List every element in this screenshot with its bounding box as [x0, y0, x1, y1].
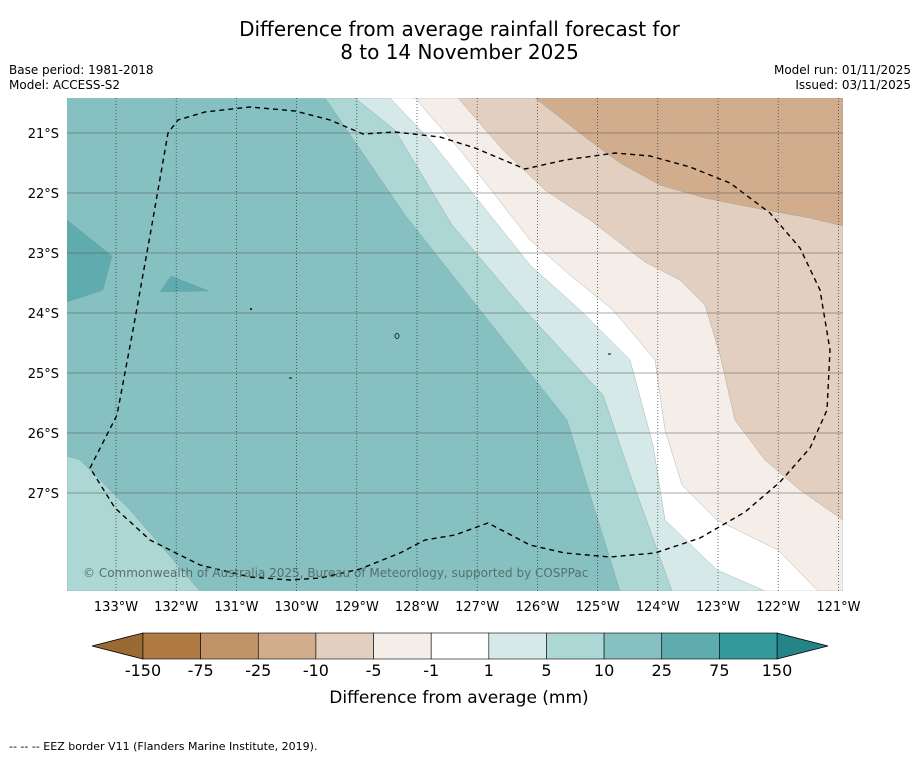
longitude-tick-label: 133°W: [94, 600, 138, 615]
latitude-tick-label: 23°S: [28, 247, 59, 262]
title-line-2: 8 to 14 November 2025: [340, 40, 579, 64]
colorbar-tick-label: -5: [366, 661, 382, 680]
colorbar-swatch: [257, 632, 317, 660]
longitude-labels: 133°W 132°W 131°W 130°W 129°W 128°W 127°W 126°W…: [94, 600, 861, 615]
colorbar-tick-label: 25: [652, 661, 672, 680]
eez-border-line: [89, 106, 831, 581]
colorbar-swatch: [142, 632, 201, 660]
longitude-tick-label: 129°W: [335, 600, 379, 615]
island-dot: [250, 308, 252, 310]
longitude-tick-label: 123°W: [696, 600, 740, 615]
meta-right: Model run: 01/11/2025 Issued: 03/11/2025: [774, 63, 911, 93]
graticule: [67, 98, 843, 591]
colorbar-label: Difference from average (mm): [329, 688, 588, 708]
base-period-text: Base period: 1981-2018: [9, 63, 154, 77]
colorbar-tick-label: 10: [594, 661, 614, 680]
colorbar-swatch: [661, 632, 720, 660]
colorbar-swatch: [430, 632, 490, 660]
colorbar-tick-label: -1: [423, 661, 439, 680]
longitude-tick-label: 121°W: [816, 600, 860, 615]
colorbar-swatch: [546, 632, 605, 660]
rainfall-map: © Commonwealth of Australia 2025, Bureau…: [28, 98, 861, 708]
colorbar-tick-label: -150: [125, 661, 161, 680]
colorbar-under-arrow: [91, 632, 144, 660]
band-25-to-75-patch-small: [159, 275, 210, 293]
colorbar-swatch: [719, 632, 778, 660]
longitude-tick-label: 125°W: [576, 600, 620, 615]
colorbar-swatch: [200, 632, 259, 660]
footer-note: -- -- -- EEZ border V11 (Flanders Marine…: [9, 740, 318, 753]
latitude-tick-label: 21°S: [28, 127, 59, 142]
colorbar-tick-labels: -150 -75 -25 -10 -5 -1 1 5 10 25 75 150: [125, 661, 792, 680]
colorbar: [91, 632, 829, 660]
colorbar-tick-label: 150: [762, 661, 793, 680]
colorbar-swatch: [603, 632, 663, 660]
colorbar-tick-label: -25: [245, 661, 271, 680]
longitude-tick-label: 122°W: [756, 600, 800, 615]
longitude-tick-label: 127°W: [455, 600, 499, 615]
island-dot: [394, 333, 400, 339]
colorbar-tick-label: 75: [709, 661, 729, 680]
band-25-to-75-patch-west: [67, 219, 113, 303]
longitude-tick-label: 130°W: [275, 600, 319, 615]
meta-left: Base period: 1981-2018 Model: ACCESS-S2: [9, 63, 154, 93]
colorbar-swatch: [488, 632, 547, 660]
band-5-to-10-southwest: [67, 455, 201, 591]
model-text: Model: ACCESS-S2: [9, 78, 121, 92]
colorbar-swatch: [373, 632, 432, 660]
latitude-tick-label: 24°S: [28, 307, 59, 322]
colorbar-tick-label: -75: [188, 661, 214, 680]
longitude-tick-label: 128°W: [395, 600, 439, 615]
longitude-tick-label: 132°W: [154, 600, 198, 615]
title-line-1: Difference from average rainfall forecas…: [239, 17, 680, 41]
anomaly-field: [67, 98, 843, 591]
issued-text: Issued: 03/11/2025: [795, 78, 911, 92]
chart-title: Difference from average rainfall forecas…: [0, 18, 919, 64]
longitude-tick-label: 126°W: [515, 600, 559, 615]
latitude-tick-label: 26°S: [28, 427, 59, 442]
colorbar-tick-label: 5: [541, 661, 551, 680]
colorbar-tick-label: 1: [484, 661, 494, 680]
colorbar-over-arrow: [776, 632, 829, 660]
colorbar-tick-label: -10: [303, 661, 329, 680]
band-minus25-to-minus10: [534, 98, 843, 227]
longitude-tick-label: 124°W: [636, 600, 680, 615]
copyright-text: © Commonwealth of Australia 2025, Bureau…: [83, 566, 588, 580]
latitude-tick-label: 27°S: [28, 487, 59, 502]
model-run-text: Model run: 01/11/2025: [773, 63, 911, 77]
longitude-tick-label: 131°W: [214, 600, 258, 615]
latitude-labels: 21°S 22°S 23°S 24°S 25°S 26°S 27°S: [28, 127, 59, 502]
islands: [250, 308, 611, 379]
colorbar-swatch: [315, 632, 374, 660]
latitude-tick-label: 25°S: [28, 367, 59, 382]
latitude-tick-label: 22°S: [28, 187, 59, 202]
